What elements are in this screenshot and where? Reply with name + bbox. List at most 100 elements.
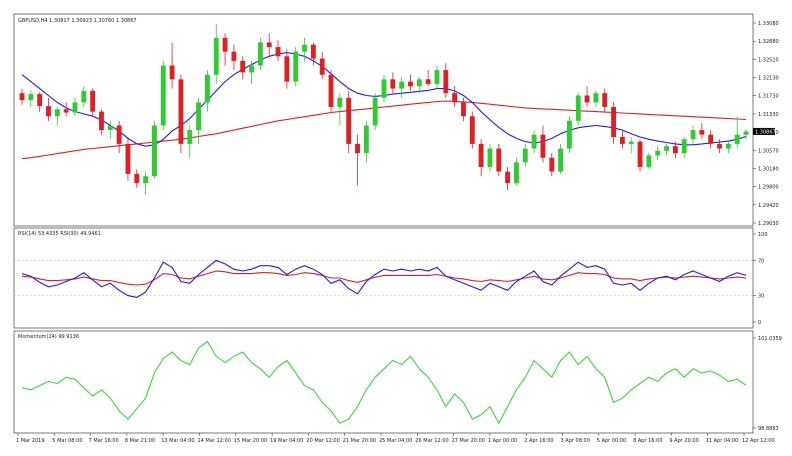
candle	[187, 125, 193, 158]
candle	[708, 130, 714, 149]
candle-body	[381, 79, 387, 98]
candle-body	[284, 56, 290, 82]
price-panel: GBPUSD,H4 1.30817 1.30923 1.30760 1.3086…	[13, 13, 779, 227]
candle	[408, 74, 413, 91]
candle	[319, 51, 325, 80]
candle	[717, 139, 722, 154]
candle	[125, 136, 131, 181]
time-tick-label: 19 Mar 04:00	[270, 438, 303, 444]
candle-body	[690, 130, 696, 140]
time-tick-label: 15 Mar 20:00	[234, 438, 267, 444]
time-tick-label: 26 Mar 12:00	[415, 438, 448, 444]
time-tick-label: 12 Apr 12:00	[742, 438, 775, 444]
price-tick-label: 1.33080	[758, 21, 779, 27]
candle-body	[19, 93, 25, 101]
time-tick-label: 9 Apr 20:00	[669, 438, 698, 444]
candle	[619, 130, 625, 149]
candle-body	[434, 70, 440, 84]
candle	[531, 130, 537, 154]
candle	[116, 120, 122, 154]
candle-body	[425, 79, 431, 84]
candle	[37, 92, 43, 112]
price-tick-label: 1.32130	[758, 76, 779, 82]
candle	[602, 88, 608, 112]
candle-body	[222, 37, 228, 52]
time-tick-label: 3 Apr 08:00	[561, 438, 590, 444]
candle	[655, 146, 661, 161]
rsi-tick-label: 100	[758, 232, 768, 238]
candle-body	[240, 60, 246, 73]
candle-body	[302, 44, 307, 52]
candle-body	[734, 134, 740, 144]
candle-body	[169, 65, 175, 80]
candle-body	[266, 42, 272, 48]
candle	[690, 125, 696, 144]
candle-body	[143, 176, 149, 184]
candle-body	[408, 81, 413, 87]
candle-body	[558, 148, 564, 172]
candle-body	[496, 148, 502, 172]
candle-body	[699, 130, 705, 135]
candle-body	[257, 42, 263, 66]
candle	[672, 141, 678, 158]
time-tick-label: 11 Apr 04:00	[706, 438, 739, 444]
candle	[249, 60, 254, 84]
candle-body	[355, 143, 360, 154]
candle-body	[249, 65, 254, 73]
price-tick-label: 1.30570	[758, 148, 779, 154]
time-tick-label: 20 Mar 12:00	[306, 438, 339, 444]
candle	[496, 143, 502, 177]
candle	[681, 136, 687, 158]
candle	[478, 139, 484, 177]
candle-body	[540, 134, 546, 158]
candle-body	[637, 141, 643, 167]
rsi-tick-label: 0	[758, 320, 761, 326]
candle	[204, 70, 210, 112]
candle-body	[522, 148, 528, 163]
time-axis: 1 Mar 2019 5 Mar 08:00 7 Mar 16:00 8 Mar 21…	[16, 433, 775, 444]
candle-body	[681, 139, 687, 154]
candle	[169, 42, 175, 89]
candle-body	[196, 102, 202, 131]
candle	[540, 125, 546, 163]
candle	[734, 116, 740, 149]
candle-body	[531, 134, 537, 149]
candle-body	[81, 90, 87, 103]
price-tick-label: 1.32510	[758, 57, 779, 63]
momentum-panel-frame	[13, 330, 754, 434]
candle-body	[231, 51, 237, 61]
candle-body	[469, 116, 475, 144]
candle-body	[107, 125, 113, 131]
candle	[231, 44, 237, 71]
price-tick-label: 1.30180	[758, 166, 779, 172]
candle	[399, 77, 405, 98]
candle	[637, 139, 643, 172]
candle	[222, 33, 228, 66]
candle-body	[461, 102, 466, 117]
momentum-tick-label: 98.8883	[758, 426, 779, 432]
time-tick-label: 8 Mar 21:00	[125, 438, 155, 444]
candle	[178, 74, 184, 154]
price-tick-label: 1.29420	[758, 203, 779, 209]
candle-body	[628, 141, 634, 144]
rsi-tick-label: 70	[758, 258, 764, 264]
price-tick-label: 1.29030	[758, 221, 779, 227]
candle-body	[90, 90, 96, 112]
candle	[28, 90, 34, 108]
candle-body	[310, 44, 316, 59]
candle-body	[293, 51, 299, 82]
candle	[152, 120, 157, 179]
candle-body	[204, 74, 210, 103]
candle	[416, 77, 422, 94]
candle	[284, 49, 290, 89]
candle	[425, 70, 431, 87]
candle	[310, 42, 316, 66]
time-tick-label: 8 Apr 16:00	[633, 438, 662, 444]
ma-slow-line	[21, 100, 747, 160]
price-tick-label: 1.31730	[758, 94, 779, 100]
candle	[99, 109, 104, 135]
candle	[328, 70, 334, 112]
time-tick-label: 27 Mar 20:00	[452, 438, 485, 444]
candle	[275, 40, 281, 61]
candle	[257, 37, 263, 71]
